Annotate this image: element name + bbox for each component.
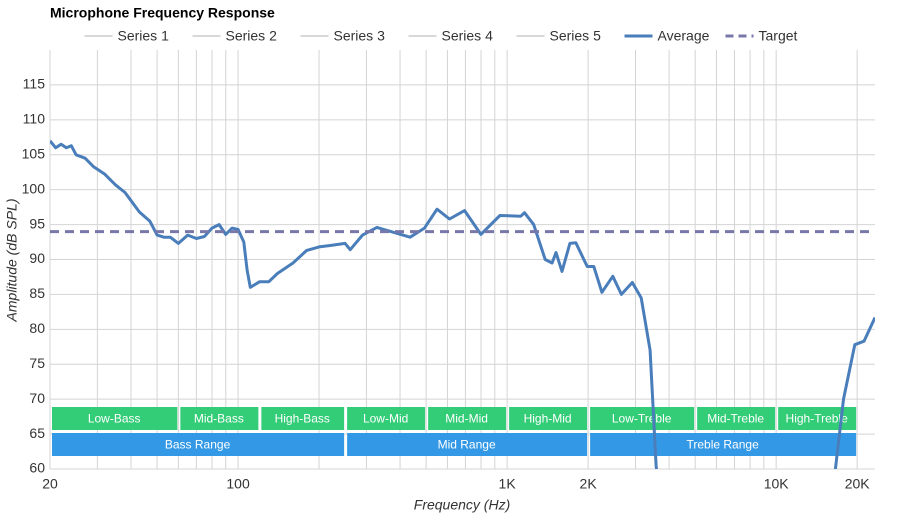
legend-label: Target — [759, 28, 798, 44]
band — [347, 433, 588, 456]
x-tick-label: 10K — [764, 476, 790, 492]
y-axis-label: Amplitude (dB SPL) — [4, 199, 20, 323]
band-label: High-Mid — [524, 412, 572, 426]
y-tick-label: 65 — [29, 425, 45, 441]
x-tick-label: 20K — [845, 476, 871, 492]
band — [590, 407, 695, 430]
y-tick-label: 60 — [29, 460, 45, 476]
chart-title: Microphone Frequency Response — [50, 5, 275, 21]
band — [180, 407, 259, 430]
legend-label: Average — [658, 28, 710, 44]
band — [778, 407, 857, 430]
band — [428, 407, 507, 430]
y-tick-label: 75 — [29, 355, 45, 371]
legend-label: Series 5 — [550, 28, 602, 44]
x-tick-label: 20 — [42, 476, 58, 492]
y-tick-label: 115 — [23, 76, 46, 92]
legend-label: Series 4 — [442, 28, 494, 44]
band-label: High-Bass — [275, 412, 330, 426]
band-label: High-Treble — [786, 412, 849, 426]
y-tick-label: 85 — [29, 285, 45, 301]
band-label: Low-Treble — [612, 412, 672, 426]
y-tick-label: 70 — [29, 390, 45, 406]
band-label: Mid-Mid — [445, 412, 488, 426]
plot-area — [50, 139, 875, 469]
band — [697, 407, 776, 430]
band-label: Low-Bass — [88, 412, 141, 426]
line-series — [50, 139, 875, 469]
y-tick-label: 80 — [29, 320, 45, 336]
band-label: Treble Range — [686, 438, 759, 452]
band-label: Mid-Treble — [707, 412, 764, 426]
y-tick-label: 105 — [22, 145, 46, 161]
y-tick-label: 110 — [23, 111, 46, 127]
legend-label: Series 2 — [226, 28, 278, 44]
band — [347, 407, 426, 430]
band-label: Low-Mid — [363, 412, 408, 426]
band — [52, 407, 178, 430]
band-label: Bass Range — [165, 438, 231, 452]
x-tick-label: 2K — [580, 476, 598, 492]
band-label: Mid Range — [438, 438, 496, 452]
legend-label: Series 3 — [334, 28, 386, 44]
band — [261, 407, 345, 430]
x-tick-label: 100 — [226, 476, 250, 492]
x-axis-label: Frequency (Hz) — [414, 497, 510, 513]
x-tick-label: 1K — [499, 476, 517, 492]
band — [509, 407, 588, 430]
band-label: Mid-Bass — [194, 412, 244, 426]
y-tick-label: 90 — [29, 250, 45, 266]
y-tick-label: 100 — [22, 180, 46, 196]
y-tick-label: 95 — [29, 215, 45, 231]
band — [52, 433, 345, 456]
legend-label: Series 1 — [118, 28, 170, 44]
